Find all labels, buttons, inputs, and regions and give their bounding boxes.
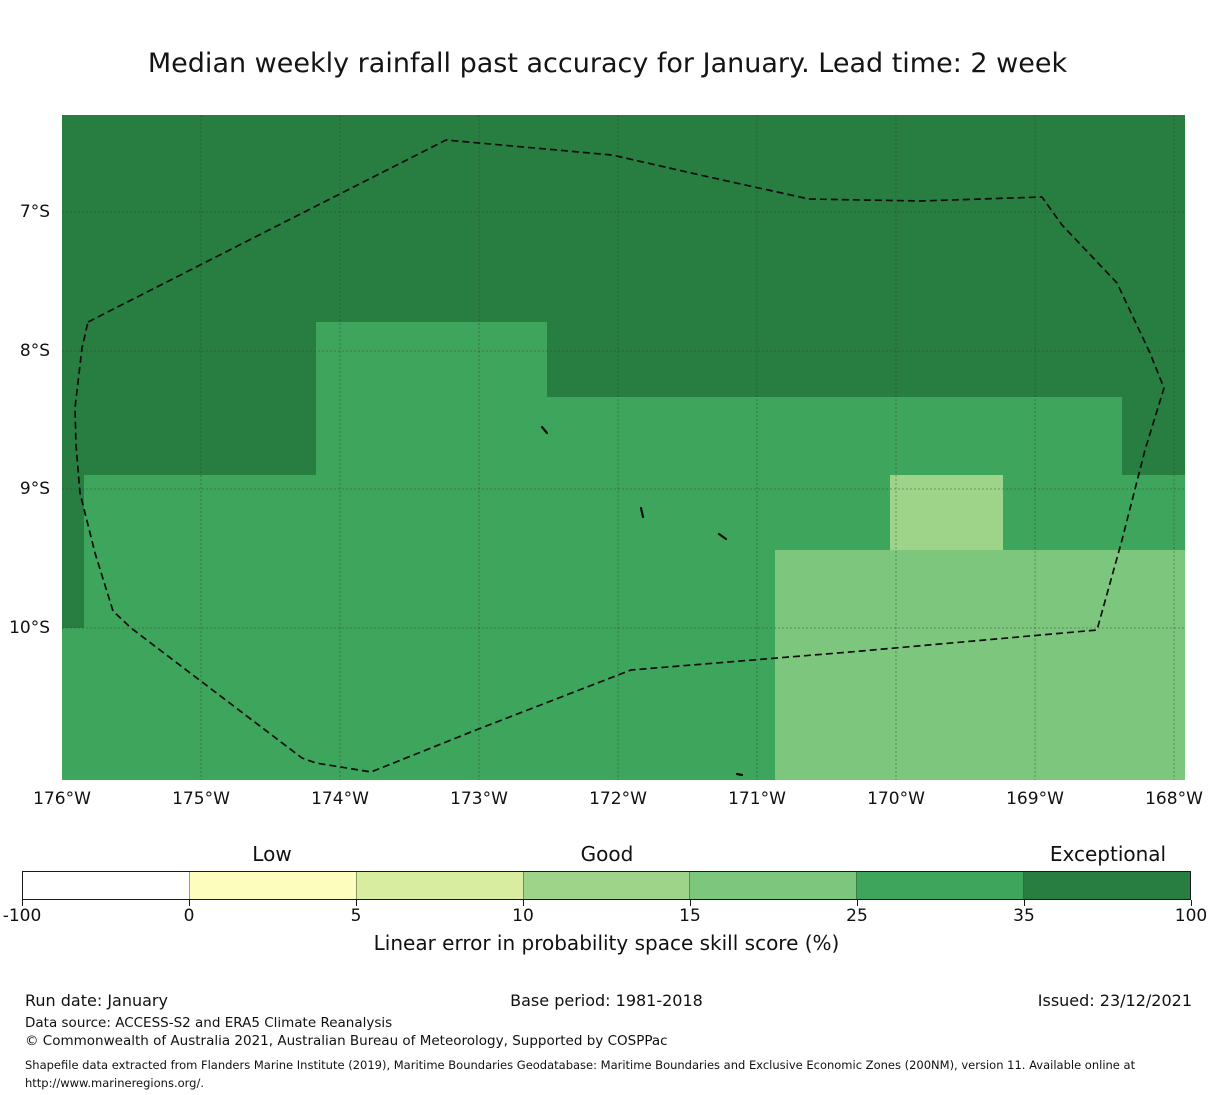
map-region-35-100: [62, 475, 84, 628]
colorbar-segment: [355, 872, 523, 899]
map-region-35-100: [547, 322, 1185, 397]
map-region-15-25: [775, 550, 1185, 780]
colorbar-tick-label: 5: [350, 906, 362, 926]
map-region-35-100: [1122, 397, 1185, 475]
map-region-10-15: [890, 475, 1003, 550]
x-tick-label: 170°W: [867, 789, 925, 809]
map-region-35-100: [62, 115, 1185, 322]
colorbar-segment: [1023, 872, 1191, 899]
island-mark: [735, 772, 744, 777]
colorbar-caption: Linear error in probability space skill …: [373, 931, 840, 955]
colorbar: [22, 871, 1191, 900]
y-tick-label: 9°S: [19, 479, 50, 499]
x-tick-label: 176°W: [33, 789, 91, 809]
y-tick-label: 10°S: [9, 618, 50, 638]
colorbar-segment: [522, 872, 690, 899]
map-region-35-100: [62, 322, 316, 475]
colorbar-tick: [1190, 900, 1192, 906]
x-tick-label: 174°W: [311, 789, 369, 809]
colorbar-tick-label: 10: [512, 906, 534, 926]
x-tick-label: 171°W: [728, 789, 786, 809]
colorbar-tick: [188, 900, 190, 906]
colorbar-tick: [689, 900, 691, 906]
x-tick-label: 173°W: [450, 789, 508, 809]
x-tick-label: 172°W: [589, 789, 647, 809]
y-tick-label: 8°S: [19, 341, 50, 361]
colorbar-tick-label: 100: [1174, 906, 1208, 926]
colorbar-segment: [188, 872, 356, 899]
page-title: Median weekly rainfall past accuracy for…: [147, 48, 1068, 79]
data-source-text: Data source: ACCESS-S2 and ERA5 Climate …: [25, 1015, 393, 1031]
island-mark: [717, 532, 728, 541]
base-period-text: Base period: 1981-2018: [510, 991, 703, 1010]
colorbar-tick-label: 15: [679, 906, 701, 926]
island-mark: [639, 506, 645, 519]
colorbar-tick: [522, 900, 524, 906]
y-tick-label: 7°S: [19, 202, 50, 222]
colorbar-tick-label: 0: [183, 906, 195, 926]
colorbar-tick: [856, 900, 858, 906]
island-mark: [540, 425, 549, 435]
skill-map: [62, 115, 1185, 780]
colorbar-tick: [355, 900, 357, 906]
issued-date-text: Issued: 23/12/2021: [1037, 991, 1192, 1010]
colorbar-tick-label: 35: [1013, 906, 1035, 926]
colorbar-class-label: Low: [252, 842, 292, 866]
eez-boundary-line: [74, 139, 1165, 773]
colorbar-class-label: Exceptional: [1049, 842, 1167, 866]
run-date-text: Run date: January: [25, 991, 168, 1010]
x-tick-label: 169°W: [1006, 789, 1064, 809]
colorbar-segment: [23, 872, 189, 899]
colorbar-class-label: Good: [580, 842, 634, 866]
colorbar-tick: [1023, 900, 1025, 906]
copyright-text: © Commonwealth of Australia 2021, Austra…: [25, 1033, 668, 1049]
colorbar-tick-label: 25: [846, 906, 868, 926]
colorbar-segment: [689, 872, 857, 899]
shapefile-note-text: Shapefile data extracted from Flanders M…: [25, 1056, 1195, 1092]
x-tick-label: 175°W: [172, 789, 230, 809]
shapefile-note-line2: http://www.marineregions.org/.: [25, 1076, 204, 1090]
colorbar-segment: [856, 872, 1024, 899]
x-tick-label: 168°W: [1145, 789, 1203, 809]
colorbar-tick-label: -100: [2, 906, 42, 926]
shapefile-note-line1: Shapefile data extracted from Flanders M…: [25, 1058, 1136, 1072]
colorbar-tick: [21, 900, 23, 906]
